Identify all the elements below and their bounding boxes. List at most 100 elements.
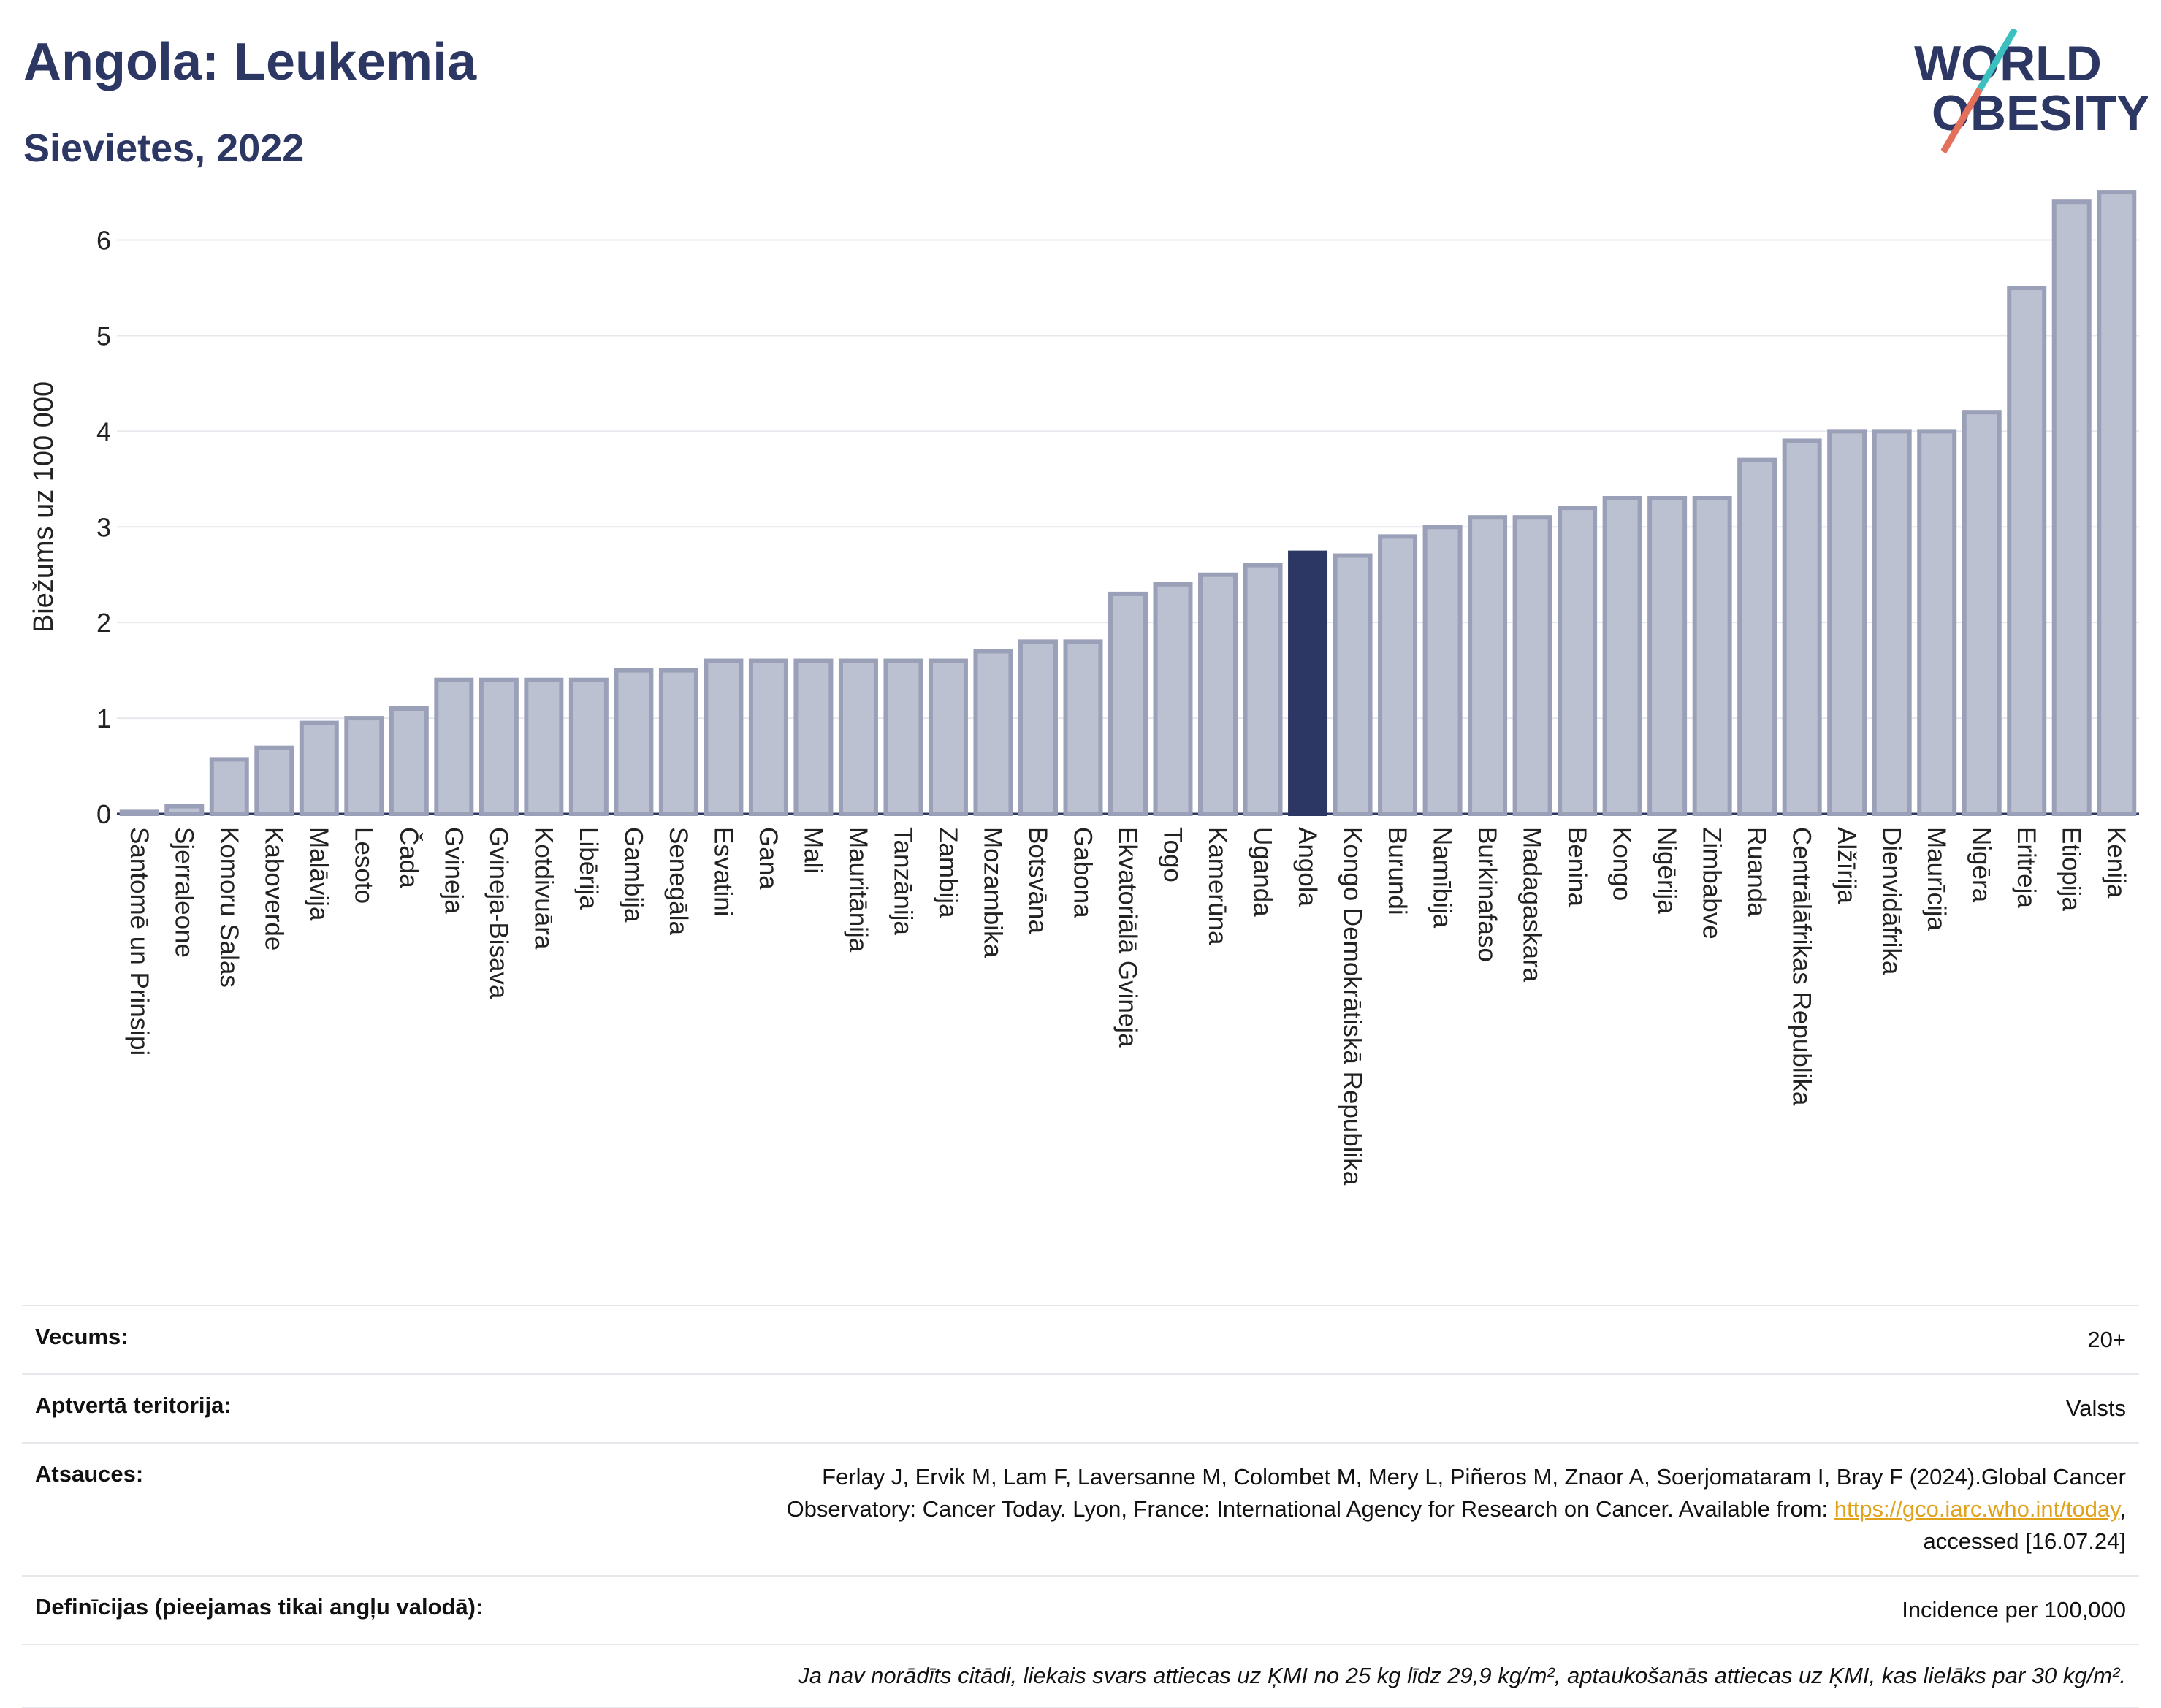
bar-30	[1468, 515, 1508, 816]
references-link[interactable]: https://gco.iarc.who.int/today	[1834, 1496, 2120, 1522]
x-tick-label: Nigēra	[1967, 827, 1996, 903]
references-value: Ferlay J, Ervik M, Lam F, Laversanne M, …	[787, 1461, 2126, 1558]
bar-chart: 0 1 2 3 4 5 6 Santomē un Prinsipi Sjerraleone Ko…	[28, 190, 2139, 1186]
bar-14	[748, 658, 788, 817]
y-tick-label: 6	[96, 226, 111, 256]
x-tick-label: Esvatini	[709, 827, 737, 917]
y-tick-label: 0	[96, 799, 111, 829]
references-text3: ,	[2119, 1496, 2126, 1522]
bar-18	[928, 658, 968, 817]
references-label: Atsauces:	[35, 1461, 144, 1487]
y-tick-label: 2	[96, 608, 111, 638]
x-tick-label: Ekvatoriālā Gvineja	[1113, 827, 1142, 1048]
bar-11	[614, 668, 654, 816]
x-tick-label: Centrālāfrikas Republika	[1788, 827, 1816, 1106]
y-tick-label: 1	[96, 704, 111, 733]
info-row-definitions: Definīcijas (pieejamas tikai angļu valod…	[22, 1575, 2139, 1644]
references-text2: Observatory: Cancer Today. Lyon, France:…	[786, 1496, 1834, 1522]
bar-1	[164, 804, 205, 816]
note-text: Ja nav norādīts citādi, liekais svars at…	[798, 1663, 2126, 1688]
x-tick-label: Mauritānija	[844, 827, 872, 953]
info-table: Vecums: 20+ Aptvertā teritorija: Valsts …	[22, 1305, 2139, 1708]
bar-26	[1288, 550, 1328, 816]
x-tick-label: Gvineja	[439, 827, 468, 914]
x-tick-label: Čada	[395, 827, 423, 888]
x-tick-label: Namībija	[1428, 827, 1457, 929]
x-tick-label: Gambija	[619, 827, 647, 923]
x-tick-label: Kongo Demokrātiskā Republika	[1338, 827, 1367, 1186]
x-tick-label: Tanzānija	[888, 827, 917, 935]
bar-7	[434, 677, 474, 817]
x-tick-label: Kotdivuāra	[529, 827, 557, 950]
bar-24	[1198, 572, 1238, 817]
bar-32	[1558, 506, 1598, 816]
x-tick-label: Maurīcija	[1922, 827, 1951, 931]
info-row-age: Vecums: 20+	[22, 1305, 2139, 1373]
x-tick-label: Togo	[1159, 827, 1187, 882]
info-row-note: Ja nav norādīts citādi, liekais svars at…	[22, 1644, 2139, 1708]
age-label: Vecums:	[35, 1324, 129, 1349]
page-title: Angola: Leukemia	[23, 33, 477, 91]
x-tick-label: Gabona	[1068, 827, 1097, 918]
bar-27	[1333, 553, 1373, 817]
x-tick-label: Botsvāna	[1024, 827, 1052, 934]
bar-41	[1962, 410, 2002, 816]
x-tick-label: Kenija	[2102, 827, 2130, 899]
bar-3	[254, 745, 294, 816]
bar-42	[2007, 286, 2047, 816]
y-tick-label: 4	[96, 416, 111, 446]
bar-44	[2097, 190, 2137, 817]
x-tick-label: Senegāla	[664, 827, 693, 935]
x-tick-label: Burkinafaso	[1473, 827, 1501, 962]
bar-9	[524, 677, 564, 817]
y-tick-labels: 0 1 2 3 4 5 6	[96, 226, 111, 829]
bar-0	[119, 809, 159, 817]
bar-33	[1602, 496, 1642, 816]
bars	[119, 190, 2137, 817]
bar-43	[2051, 199, 2092, 816]
x-tick-label: Kongo	[1608, 827, 1636, 901]
bar-4	[299, 720, 339, 816]
bar-35	[1692, 496, 1732, 816]
references-text4: accessed [16.07.24]	[1923, 1528, 2126, 1554]
x-tick-label: Eritreja	[2012, 827, 2040, 908]
y-tick-label: 5	[96, 321, 111, 351]
x-tick-label: Nigērija	[1653, 827, 1681, 914]
x-tick-label: Burundi	[1383, 827, 1411, 915]
bar-5	[344, 716, 384, 816]
bar-22	[1108, 591, 1148, 817]
x-tick-label: Madagaskara	[1518, 827, 1547, 983]
definitions-value: Incidence per 100,000	[1902, 1597, 2126, 1623]
bar-25	[1243, 563, 1283, 816]
territory-label: Aptvertā teritorija:	[35, 1392, 232, 1418]
x-tick-labels: Santomē un Prinsipi Sjerraleone Komoru Sal…	[125, 827, 2130, 1186]
x-tick-label: Zambija	[934, 827, 962, 918]
x-tick-label: Zimbabve	[1698, 827, 1726, 939]
bar-2	[209, 757, 249, 817]
x-tick-label: Mali	[799, 827, 827, 874]
x-tick-label: Angola	[1293, 827, 1322, 907]
x-tick-label: Malāvija	[305, 827, 333, 921]
info-row-territory: Aptvertā teritorija: Valsts	[22, 1373, 2139, 1442]
bar-21	[1063, 639, 1103, 817]
age-value: 20+	[2087, 1327, 2126, 1352]
bar-40	[1917, 429, 1957, 816]
info-row-references: Atsauces: Ferlay J, Ervik M, Lam F, Lave…	[22, 1442, 2139, 1575]
bar-38	[1827, 429, 1867, 816]
territory-value: Valsts	[2065, 1395, 2126, 1421]
x-tick-label: Alžīrija	[1832, 827, 1861, 904]
bar-17	[883, 658, 923, 817]
x-tick-label: Kaboverde	[259, 827, 288, 950]
x-tick-label: Komoru Salas	[215, 827, 243, 988]
x-tick-label: Uganda	[1249, 827, 1277, 917]
bar-13	[704, 658, 744, 817]
y-axis-label: Biežums uz 100 000	[28, 381, 59, 633]
definitions-label: Definīcijas (pieejamas tikai angļu valod…	[35, 1594, 484, 1620]
x-tick-label: Gana	[754, 827, 782, 890]
x-tick-label: Ruanda	[1742, 827, 1771, 917]
bar-12	[658, 668, 698, 816]
bar-29	[1422, 525, 1463, 816]
bar-15	[793, 658, 834, 817]
bar-20	[1018, 639, 1058, 817]
bar-37	[1782, 438, 1822, 816]
